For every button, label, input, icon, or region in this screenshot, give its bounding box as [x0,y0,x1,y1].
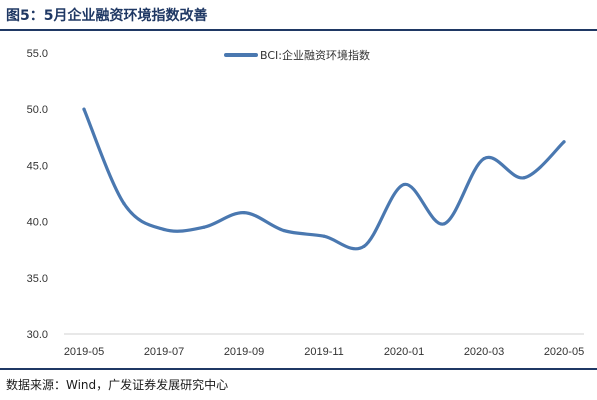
y-tick-label: 40.0 [27,217,48,229]
data-point [162,227,166,232]
y-tick-label: 30.0 [27,329,48,341]
data-point [562,140,566,144]
legend-label: BCI:企业融资环境指数 [260,48,370,62]
y-tick-label: 45.0 [27,160,48,172]
data-point [522,176,526,180]
x-tick-label: 2020-01 [384,346,424,358]
figure-title: 图5：5月企业融资环境指数改善 [6,8,208,24]
y-tick-label: 55.0 [27,48,48,60]
data-point [202,225,206,229]
y-tick-label: 50.0 [27,104,48,116]
figure-source: 数据来源：Wind，广发证券发展研究中心 [6,378,229,392]
data-point [362,244,366,248]
series-layer [82,107,566,251]
data-point [402,182,406,187]
data-point [82,107,86,111]
x-tick-label: 2019-05 [64,346,104,358]
data-point [322,234,326,238]
x-tick-label: 2019-09 [224,346,264,358]
y-tick-label: 35.0 [27,273,48,285]
data-point [242,211,246,215]
data-point [282,228,286,233]
source-divider [0,368,597,370]
x-tick-label: 2020-03 [464,346,504,358]
legend: BCI:企业融资环境指数 [224,48,370,62]
series-line [82,107,566,251]
x-tick-label: 2019-11 [304,346,344,358]
y-axis: 30.0 35.0 40.0 45.0 50.0 55.0 [27,48,48,341]
x-axis: 2019-05 2019-07 2019-09 2019-11 2020-01 2020-… [64,346,584,358]
data-point [482,157,486,161]
data-point [442,222,446,226]
data-point [122,202,126,206]
x-tick-label: 2020-05 [544,346,584,358]
title-divider [0,29,597,31]
x-tick-label: 2019-07 [144,346,184,358]
